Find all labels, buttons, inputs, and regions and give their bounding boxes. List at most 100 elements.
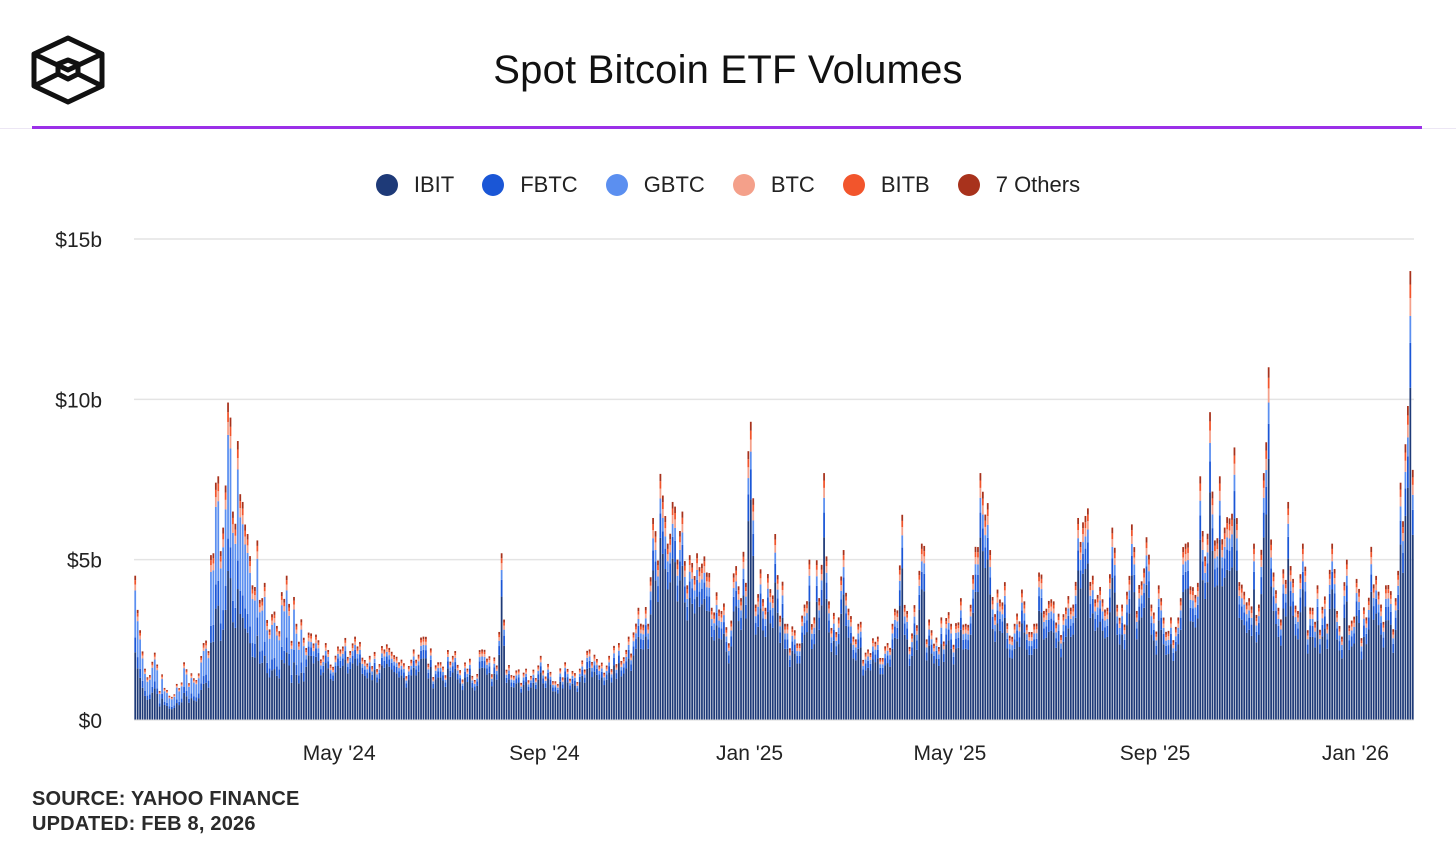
bar-segment-7-others xyxy=(153,652,156,655)
bar-segment-7-others xyxy=(857,623,860,627)
bar-segment-7-others xyxy=(933,643,935,646)
bar-segment-gbtc xyxy=(935,645,938,651)
bar-segment-bitb xyxy=(1402,527,1404,534)
bar-segment-gbtc xyxy=(1052,613,1055,621)
bar-segment-bitb xyxy=(569,679,571,682)
legend-label: IBIT xyxy=(413,172,455,197)
bar-segment-btc xyxy=(840,585,843,591)
bar-segment-ibit xyxy=(256,635,259,720)
bar-segment-7-others xyxy=(791,626,794,630)
bar-segment-fbtc xyxy=(473,686,476,691)
bar-segment-gbtc xyxy=(718,620,720,628)
legend-item-7-others[interactable]: 7 Others xyxy=(957,172,1080,198)
bar-segment-7-others xyxy=(642,624,645,628)
bar-segment-fbtc xyxy=(635,639,637,649)
bar-segment-ibit xyxy=(1006,648,1009,720)
bar-segment-7-others xyxy=(1240,584,1243,589)
bar-segment-bitb xyxy=(1111,533,1114,540)
bar-segment-7-others xyxy=(1385,585,1387,590)
bar-segment-ibit xyxy=(337,665,339,720)
bar-segment-gbtc xyxy=(588,656,591,661)
bar-segment-gbtc xyxy=(512,680,515,683)
legend-item-ibit[interactable]: IBIT xyxy=(375,172,455,198)
bar-segment-btc xyxy=(823,487,825,498)
bar-segment-gbtc xyxy=(1404,471,1407,489)
bar-segment-fbtc xyxy=(703,582,706,599)
legend-item-bitb[interactable]: BITB xyxy=(842,172,930,198)
bar-segment-bitb xyxy=(236,449,239,459)
bar-segment-ibit xyxy=(920,589,923,720)
bar-segment-fbtc xyxy=(1382,637,1385,648)
bar-segment-gbtc xyxy=(740,610,742,618)
bar-segment-bitb xyxy=(703,561,706,567)
bar-segment-gbtc xyxy=(456,670,459,674)
bar-segment-btc xyxy=(251,593,254,600)
bar-segment-gbtc xyxy=(1077,538,1080,551)
bar-segment-bitb xyxy=(1226,523,1229,530)
bar-segment-7-others xyxy=(241,501,244,509)
bar-segment-gbtc xyxy=(1111,546,1114,559)
bar-segment-btc xyxy=(813,623,816,628)
bar-segment-btc xyxy=(434,668,437,671)
bar-segment-bitb xyxy=(1333,573,1336,579)
bar-segment-fbtc xyxy=(810,639,813,650)
bar-segment-ibit xyxy=(583,682,586,720)
bar-segment-btc xyxy=(1258,611,1260,617)
bar-segment-7-others xyxy=(1016,613,1018,617)
bar-segment-gbtc xyxy=(1087,529,1089,543)
bar-segment-fbtc xyxy=(686,606,689,621)
bar-segment-btc xyxy=(1148,564,1150,572)
bar-segment-gbtc xyxy=(1275,603,1277,612)
bar-segment-7-others xyxy=(1003,582,1006,587)
bar-segment-gbtc xyxy=(268,638,271,669)
bar-segment-gbtc xyxy=(1270,557,1272,569)
bar-segment-fbtc xyxy=(317,653,320,661)
bar-segment-bitb xyxy=(1326,626,1329,630)
bar-segment-fbtc xyxy=(283,650,286,664)
bar-segment-bitb xyxy=(1148,559,1150,565)
bar-segment-gbtc xyxy=(183,668,185,688)
bar-segment-btc xyxy=(1272,581,1275,588)
bar-segment-bitb xyxy=(1233,455,1236,464)
bar-segment-7-others xyxy=(1292,578,1294,584)
bar-segment-7-others xyxy=(835,632,838,635)
bar-segment-fbtc xyxy=(285,637,288,653)
bar-segment-fbtc xyxy=(207,680,210,688)
bar-segment-btc xyxy=(1011,641,1014,646)
bar-segment-7-others xyxy=(1040,574,1043,579)
bar-segment-bitb xyxy=(696,558,698,564)
bar-segment-gbtc xyxy=(564,668,567,672)
bar-segment-gbtc xyxy=(661,517,664,532)
bar-segment-bitb xyxy=(258,603,261,608)
bar-segment-fbtc xyxy=(214,584,217,609)
bar-segment-ibit xyxy=(1087,563,1089,720)
bar-segment-ibit xyxy=(972,612,974,720)
bar-segment-btc xyxy=(691,572,694,579)
bar-segment-7-others xyxy=(534,678,537,680)
legend-item-btc[interactable]: BTC xyxy=(732,172,815,198)
bar-segment-bitb xyxy=(564,664,567,666)
bar-segment-fbtc xyxy=(515,678,518,684)
bar-segment-bitb xyxy=(532,671,535,673)
bar-segment-gbtc xyxy=(569,682,571,686)
bar-segment-7-others xyxy=(517,669,520,671)
bar-segment-bitb xyxy=(1008,638,1011,641)
bar-segment-ibit xyxy=(276,675,278,720)
bar-segment-btc xyxy=(1411,484,1414,495)
bar-segment-7-others xyxy=(1162,617,1165,621)
bar-segment-btc xyxy=(908,651,911,655)
bar-segment-fbtc xyxy=(202,676,205,684)
bar-segment-fbtc xyxy=(437,671,440,678)
bar-segment-btc xyxy=(647,629,650,634)
legend-item-fbtc[interactable]: FBTC xyxy=(482,172,578,198)
bar-segment-7-others xyxy=(574,673,576,675)
bar-segment-ibit xyxy=(664,569,667,720)
bar-segment-ibit xyxy=(666,589,669,720)
bar-segment-gbtc xyxy=(461,683,464,687)
legend-item-gbtc[interactable]: GBTC xyxy=(605,172,705,198)
bar-segment-fbtc xyxy=(669,563,672,583)
bar-segment-fbtc xyxy=(1011,650,1014,659)
bar-segment-7-others xyxy=(451,655,454,658)
bar-segment-ibit xyxy=(527,690,530,720)
bar-segment-7-others xyxy=(1319,629,1321,633)
